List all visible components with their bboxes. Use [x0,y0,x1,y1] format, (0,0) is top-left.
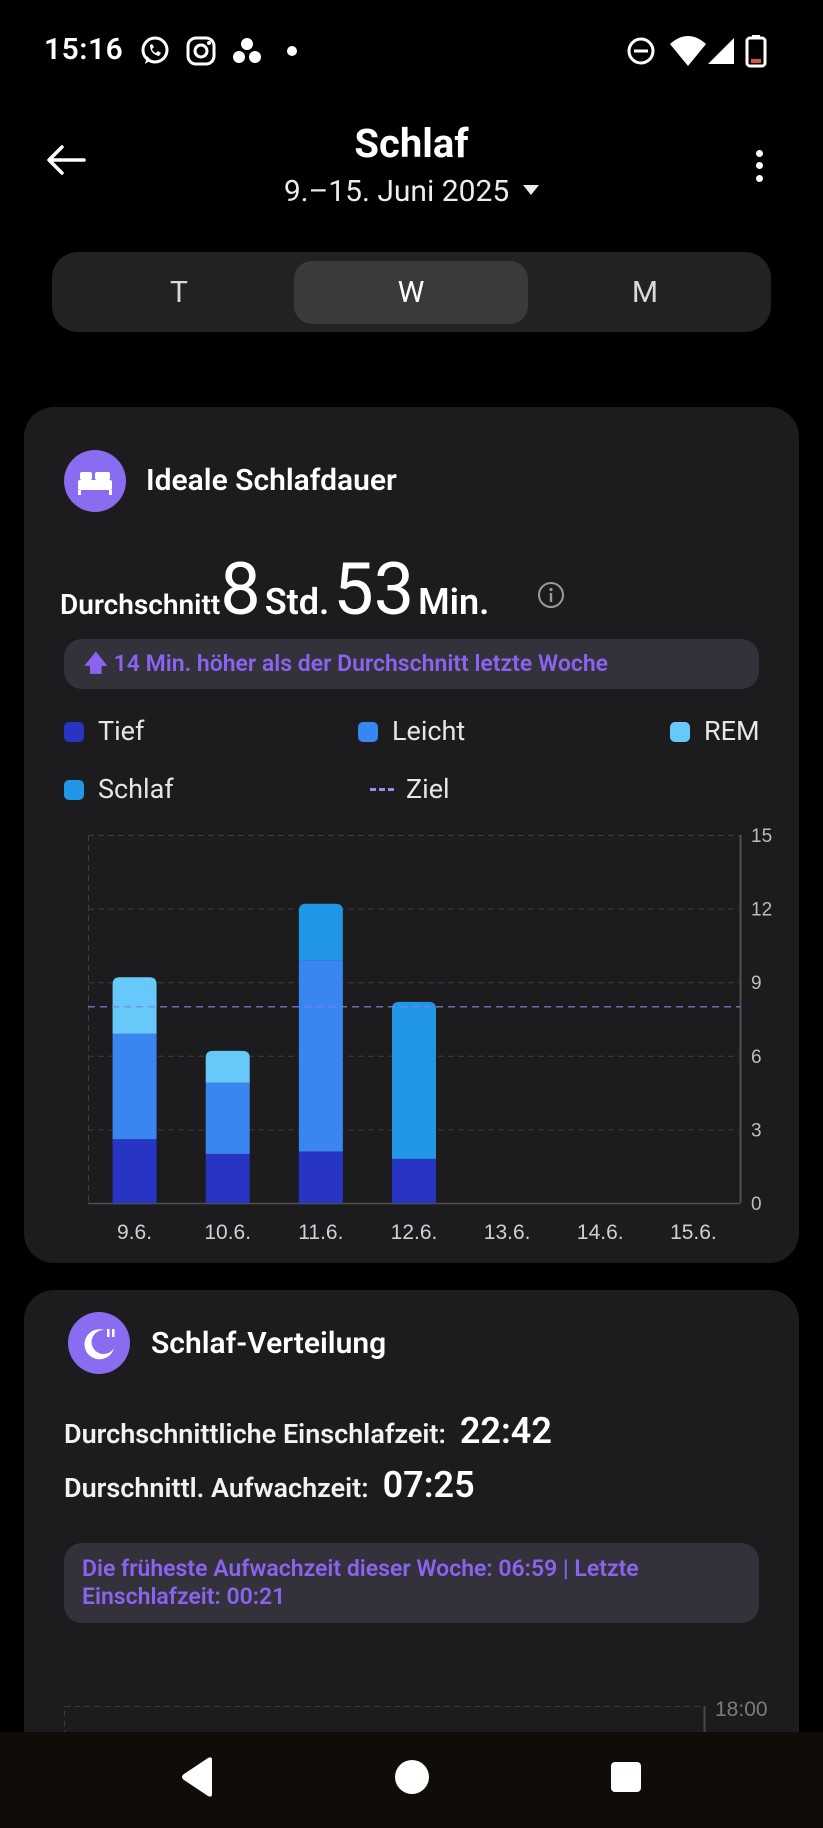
x-tick-label: 9.6. [117,1221,152,1244]
sleep-duration-card[interactable]: Ideale Schlafdauer Durchschnitt8 Std. 53… [24,407,799,1263]
date-range-label: 9.–15. Juni 2025 [283,174,510,209]
average-duration: Durchschnitt8 Std. 53 Min. [60,547,489,632]
bar-segment-tief [392,1158,436,1203]
status-time: 15:16 [44,32,124,67]
legend-dash [370,788,394,791]
app-dots-icon [233,38,261,63]
dnd-icon [627,37,655,65]
average-label: Durchschnitt [60,588,221,621]
legend-label: Tief [98,715,145,747]
legend-swatch [358,722,378,742]
back-nav-icon[interactable] [178,1754,218,1800]
page-title: Schlaf [354,120,469,167]
y-tick-label: 3 [751,1120,762,1141]
x-tick-label: 15.6. [670,1221,717,1244]
arrow-up-icon: 🡅 [84,650,108,677]
legend-schlaf: Schlaf [64,773,174,805]
y-tick-label: 12 [751,900,772,921]
legend-swatch [64,722,84,742]
y-tick-label: 6 [751,1047,762,1068]
wake-label: Durschnittl. Aufwachzeit: [64,1472,369,1504]
tab-month[interactable]: M [631,275,659,310]
bar-segment-tief [112,1139,157,1203]
legend-label: Leicht [392,715,466,747]
more-options-icon[interactable] [751,148,767,184]
y-tick-label: 0 [751,1194,762,1215]
whatsapp-icon [141,36,169,64]
recents-nav-icon[interactable] [606,1754,646,1800]
bar-segment-rem [112,977,157,1034]
x-tick-label: 13.6. [484,1221,531,1244]
tab-week[interactable]: W [294,261,528,324]
comparison-badge: 🡅 14 Min. höher als der Durchschnitt letz… [64,639,759,689]
home-nav-icon[interactable] [392,1754,432,1800]
wake-value: 07:25 [382,1464,475,1506]
x-tick-label: 14.6. [577,1221,624,1244]
legend-label: REM [704,715,760,747]
x-tick-label: 11.6. [298,1221,343,1244]
tab-day[interactable]: T [170,275,188,310]
legend-swatch [64,780,84,800]
bed-icon [64,450,126,512]
comparison-text: 14 Min. höher als der Durchschnitt letzt… [113,650,609,677]
system-navigation-bar [0,1732,823,1828]
x-tick-label: 10.6. [204,1221,251,1244]
signal-icon [708,38,734,64]
legend-leicht: Leicht [358,715,465,747]
back-arrow-icon[interactable] [44,138,88,182]
period-segmented-control: T W M [52,252,771,332]
bar-segment-tief [205,1153,250,1203]
wifi-icon [670,36,706,66]
fall-asleep-label: Durchschnittliche Einschlafzeit: [64,1418,446,1450]
caret-down-icon [523,185,540,196]
average-hours: 8 [220,547,261,632]
sleep-duration-chart[interactable]: 0 3 6 9 12 15 9.6. 10.6. 11.6. 12.6. 13.6. 14.6. 15.… [54,821,794,1251]
y-tick-label: 15 [751,826,772,847]
card-title-duration: Ideale Schlafdauer [146,463,397,498]
bar-segment-leicht [298,960,343,1152]
fall-asleep-value: 22:42 [459,1410,552,1452]
x-tick-label: 12.6. [391,1221,438,1244]
avg-wake-up: Durschnittl. Aufwachzeit: 07:25 [64,1464,475,1506]
bar-segment-schlaf [392,1001,436,1159]
battery-icon [745,35,767,68]
y-tick-label: 9 [751,973,762,994]
moon-icon [68,1312,130,1374]
status-bar: 15:16 [0,0,823,104]
bar-segment-schlaf [298,903,343,961]
bar-segment-tief [298,1151,343,1203]
dot-icon [287,46,297,56]
bar-segment-leicht [205,1082,250,1154]
card-title-distribution: Schlaf-Verteilung [151,1326,387,1361]
bar-segment-leicht [112,1033,157,1140]
info-icon[interactable] [537,581,565,609]
average-minutes: 53 [333,547,415,632]
tick-label-18: 18:00 [715,1698,768,1721]
minutes-unit: Min. [418,581,490,623]
bar-segment-rem [205,1050,250,1083]
legend-swatch [670,722,690,742]
hours-unit: Std. [264,581,330,623]
legend-ziel: Ziel [370,773,450,805]
legend-label: Schlaf [98,773,174,805]
instagram-icon [186,36,216,66]
legend-label: Ziel [406,773,450,805]
avg-fall-asleep: Durchschnittliche Einschlafzeit: 22:42 [64,1410,552,1452]
legend-tief: Tief [64,715,144,747]
legend-rem: REM [670,715,760,747]
distribution-note: Die früheste Aufwachzeit dieser Woche: 0… [64,1543,759,1623]
date-range-selector[interactable]: 9.–15. Juni 2025 [0,174,823,209]
